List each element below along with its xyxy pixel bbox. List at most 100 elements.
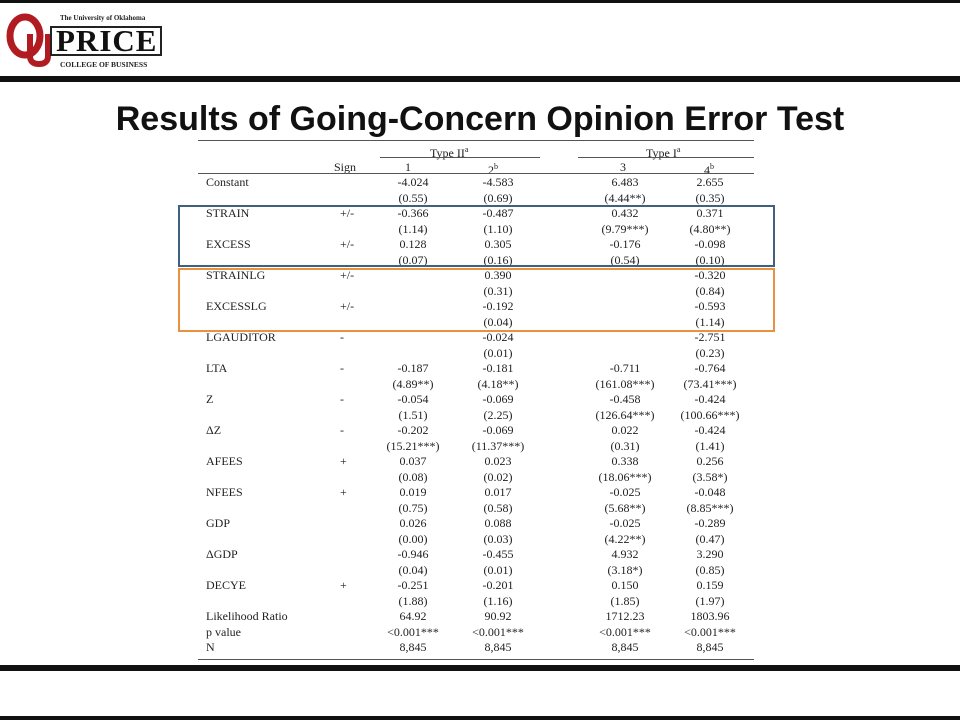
cell-col-2: (0.01) [483,345,513,360]
cell-col-3: <0.001*** [599,624,651,639]
cell-col-3: (4.22**) [604,531,646,546]
cell-col-4: <0.001*** [684,624,736,639]
cell-col-2: (0.16) [483,252,513,267]
cell-col-1: (0.04) [398,562,428,577]
cell-col-4: (0.47) [695,531,725,546]
cell-col-3: 0.432 [611,206,639,220]
strain-excess-highlight-box [178,205,775,267]
university-logo: The University of Oklahoma PRICE COLLEGE… [6,10,196,70]
row-sign: +/- [340,268,355,282]
type1-underline [578,157,754,158]
cell-col-1: <0.001*** [387,624,439,639]
cell-col-4: 0.256 [696,454,724,468]
row-label: STRAINLG [206,268,266,282]
cell-col-2: -0.487 [482,206,514,220]
cell-col-1: 0.037 [399,454,427,468]
cell-col-1: -4.024 [397,175,429,189]
cell-col-1: (15.21***) [386,438,440,453]
cell-col-3: (161.08***) [595,376,655,391]
logo-college-text: COLLEGE OF BUSINESS [60,60,148,69]
type2-underline [380,157,540,158]
cell-col-2: (2.25) [483,407,513,422]
cell-col-1: (0.55) [398,190,428,205]
row-sign: - [340,361,344,375]
cell-col-4: (73.41***) [683,376,737,391]
results-table: Type IIa Type Ia Sign 1 2b 3 4b Constant… [198,140,754,660]
cell-col-4: 0.371 [696,206,724,220]
cell-col-1: (0.75) [398,500,428,515]
cell-col-3: (0.54) [610,252,640,267]
ou-monogram-icon [6,13,51,68]
cell-col-4: -0.048 [694,485,726,499]
type1-sup: a [676,145,681,154]
cell-col-2: (0.31) [483,283,513,298]
cell-col-4: (0.35) [695,190,725,205]
cell-col-1: (0.00) [398,531,428,546]
cell-col-2: 0.088 [484,516,512,530]
cell-col-2: -0.192 [482,299,514,313]
cell-col-4: -0.320 [694,268,726,282]
cell-col-2: 0.023 [484,454,512,468]
slide-title: Results of Going-Concern Opinion Error T… [115,100,845,138]
cell-col-3: (9.79***) [601,221,649,236]
cell-col-2: 90.92 [484,609,512,623]
cell-col-2: -4.583 [482,175,514,189]
row-label: p value [206,624,241,639]
cell-col-1: -0.187 [397,361,429,375]
type2-label: Type II [430,146,465,160]
cell-col-3: 0.022 [611,423,639,437]
footer-divider-bar [0,665,960,671]
row-sign: +/- [340,299,355,313]
col-header-4-label: 4 [704,163,710,177]
cell-col-2: -0.069 [482,392,514,406]
cell-col-4: -2.751 [694,330,726,344]
logo-price-text: PRICE [50,25,162,56]
cell-col-2: (0.04) [483,314,513,329]
cell-col-4: (0.10) [695,252,725,267]
cell-col-4: -0.424 [694,392,726,406]
cell-col-4: 8,845 [696,640,724,654]
cell-col-2: (0.01) [483,562,513,577]
cell-col-1: 0.019 [399,485,427,499]
row-sign: +/- [340,206,355,220]
col-header-3: 3 [620,160,626,174]
row-label: ΔGDP [206,547,238,561]
cell-col-4: 2.655 [696,175,724,189]
cell-col-2: -0.455 [482,547,514,561]
cell-col-1: (0.08) [398,469,428,484]
row-label: LGAUDITOR [206,330,276,344]
cell-col-1: (1.14) [398,221,428,236]
cell-col-3: 6.483 [611,175,639,189]
cell-col-4: (100.66***) [680,407,740,422]
row-label: Likelihood Ratio [206,609,288,623]
cell-col-4: (0.85) [695,562,725,577]
cell-col-2: -0.181 [482,361,514,375]
cell-col-1: (0.07) [398,252,428,267]
cell-col-3: (1.85) [610,593,640,608]
cell-col-1: -0.054 [397,392,429,406]
row-label: NFEES [206,485,243,499]
cell-col-2: -0.069 [482,423,514,437]
row-label: EXCESS [206,237,251,251]
col-header-1: 1 [405,160,411,174]
cell-col-4: (1.41) [695,438,725,453]
top-border-bar [0,0,960,3]
row-sign: - [340,423,344,437]
cell-col-1: (1.51) [398,407,428,422]
cell-col-3: -0.025 [609,485,641,499]
cell-col-1: 8,845 [399,640,427,654]
cell-col-2: 0.017 [484,485,512,499]
col-header-4: 4b [704,160,714,177]
cell-col-1: 0.026 [399,516,427,530]
cell-col-2: (0.69) [483,190,513,205]
cell-col-4: 1803.96 [690,609,730,623]
row-sign: - [340,392,344,406]
cell-col-1: (4.89**) [392,376,434,391]
col-header-2-label: 2 [488,163,494,177]
row-label: Z [206,392,214,406]
cell-col-2: <0.001*** [472,624,524,639]
row-label: N [206,640,215,654]
cell-col-1: 0.128 [399,237,427,251]
cell-col-3: 4.932 [611,547,639,561]
cell-col-2: (4.18**) [477,376,519,391]
